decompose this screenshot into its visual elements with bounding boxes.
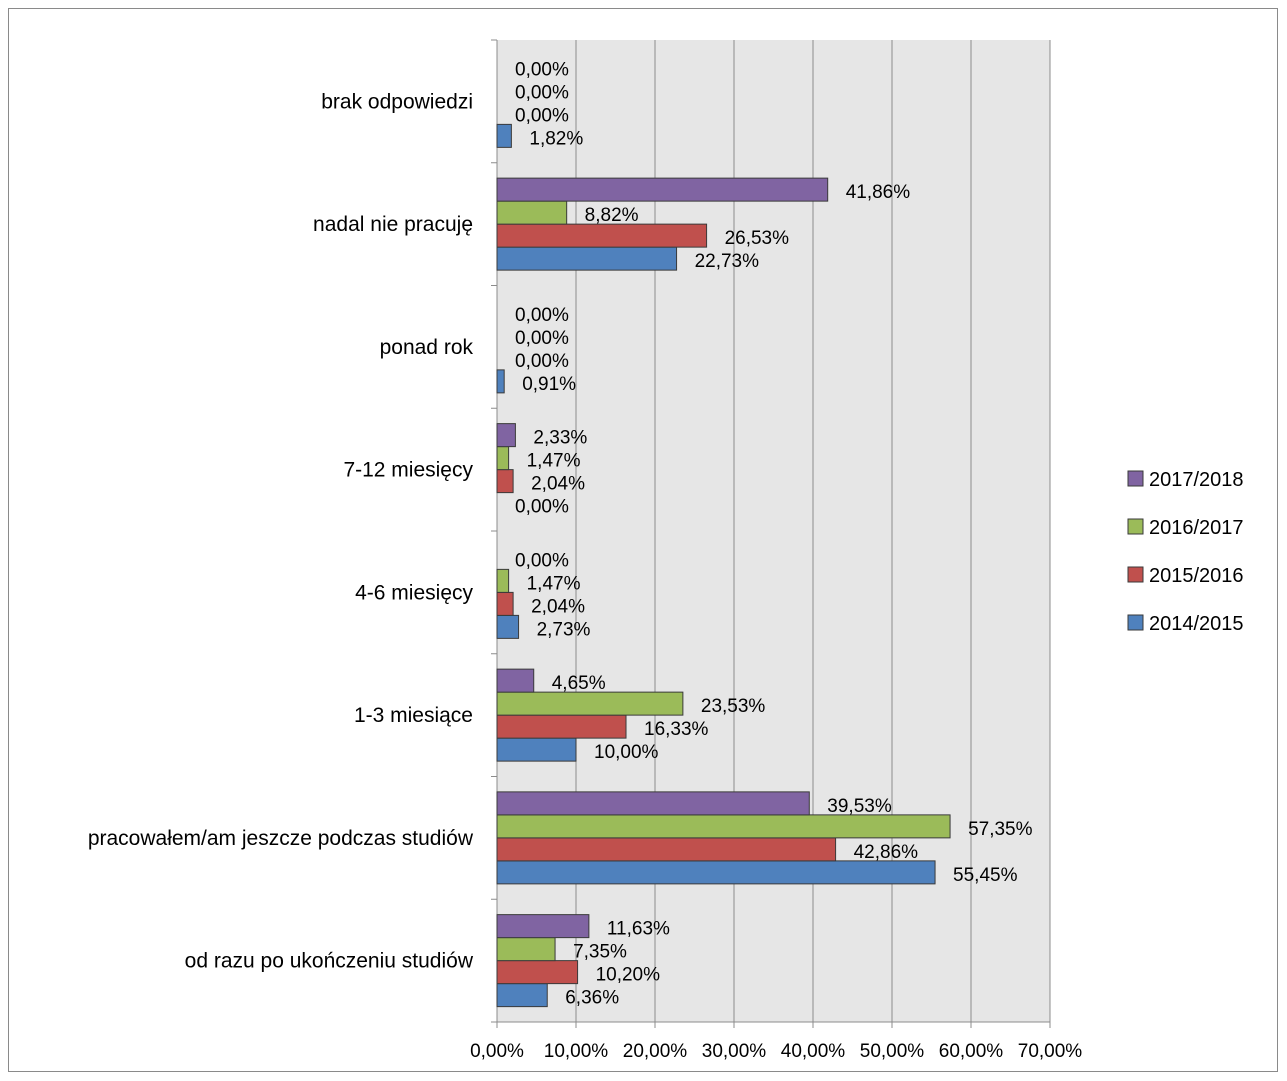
data-label: 7,35%	[573, 942, 627, 963]
data-label: 2,04%	[531, 596, 585, 617]
bar-2017-2018	[496, 791, 810, 816]
category-label: 1-3 miesiące	[354, 704, 473, 727]
data-label: 16,33%	[644, 719, 709, 740]
x-tick-label: 70,00%	[1018, 1041, 1083, 1062]
data-label: 0,00%	[515, 351, 569, 372]
bar-2017-2018	[496, 423, 516, 448]
data-label: 0,00%	[515, 328, 569, 349]
bar-2014-2015	[496, 860, 936, 885]
data-label: 26,53%	[725, 228, 790, 249]
legend-label: 2017/2018	[1149, 469, 1244, 491]
bar-2015-2016	[496, 960, 579, 985]
bar-2015-2016	[496, 714, 627, 739]
bar-2014-2015	[496, 123, 512, 148]
legend-swatch	[1127, 566, 1144, 583]
bar-2016-2017	[496, 814, 951, 839]
x-tick-label: 30,00%	[702, 1041, 767, 1062]
data-label: 0,00%	[515, 305, 569, 326]
bar-2016-2017	[496, 691, 684, 716]
bar-2016-2017	[496, 568, 510, 593]
legend-label: 2015/2016	[1149, 565, 1244, 587]
data-label: 57,35%	[968, 819, 1033, 840]
data-label: 8,82%	[585, 205, 639, 226]
x-tick-label: 20,00%	[623, 1041, 688, 1062]
category-label: ponad rok	[380, 336, 474, 359]
bar-2016-2017	[496, 937, 556, 962]
data-label: 55,45%	[953, 865, 1018, 886]
data-label: 42,86%	[854, 842, 919, 863]
bar-2015-2016	[496, 591, 514, 616]
bar-2015-2016	[496, 223, 708, 248]
data-label: 4,65%	[552, 673, 606, 694]
category-label: 7-12 miesięcy	[343, 459, 473, 482]
data-label: 0,00%	[515, 550, 569, 571]
bar-2017-2018	[496, 668, 535, 693]
data-label: 11,63%	[607, 919, 670, 940]
bar-2016-2017	[496, 446, 510, 471]
data-label: 2,04%	[531, 474, 585, 495]
category-label: brak odpowiedzi	[321, 90, 473, 113]
data-label: 22,73%	[695, 251, 760, 272]
data-label: 23,53%	[701, 696, 766, 717]
bar-2014-2015	[496, 246, 678, 271]
bar-2014-2015	[496, 737, 577, 762]
x-tick-label: 40,00%	[781, 1041, 846, 1062]
bar-2014-2015	[496, 369, 505, 394]
data-label: 0,00%	[515, 82, 569, 103]
data-label: 0,00%	[515, 105, 569, 126]
legend-swatch	[1127, 470, 1144, 487]
bar-2014-2015	[496, 983, 548, 1008]
data-label: 10,00%	[594, 742, 659, 763]
category-label: pracowałem/am jeszcze podczas studiów	[88, 827, 474, 850]
data-label: 10,20%	[596, 965, 661, 986]
legend-swatch	[1127, 614, 1144, 631]
bar-2015-2016	[496, 469, 514, 494]
bar-2016-2017	[496, 200, 568, 225]
bar-2015-2016	[496, 837, 837, 862]
data-label: 41,86%	[846, 182, 911, 203]
category-label: od razu po ukończeniu studiów	[185, 950, 474, 973]
data-label: 1,82%	[529, 128, 583, 149]
bar-2017-2018	[496, 177, 829, 202]
category-label: 4-6 miesięcy	[355, 581, 473, 604]
data-label: 1,47%	[527, 451, 581, 472]
legend-label: 2016/2017	[1149, 517, 1244, 539]
legend-swatch	[1127, 518, 1144, 535]
data-label: 1,47%	[527, 573, 581, 594]
data-label: 0,00%	[515, 497, 569, 518]
x-tick-label: 0,00%	[470, 1041, 524, 1062]
data-label: 0,00%	[515, 59, 569, 80]
data-label: 0,91%	[522, 374, 576, 395]
bar-2017-2018	[496, 914, 590, 939]
x-tick-label: 10,00%	[544, 1041, 609, 1062]
data-label: 2,33%	[533, 428, 587, 449]
data-label: 2,73%	[537, 619, 591, 640]
bar-2014-2015	[496, 614, 520, 639]
category-label: nadal nie pracuję	[313, 213, 473, 236]
x-tick-label: 50,00%	[860, 1041, 925, 1062]
x-tick-label: 60,00%	[939, 1041, 1004, 1062]
data-label: 39,53%	[827, 796, 892, 817]
legend-label: 2014/2015	[1149, 613, 1244, 635]
data-label: 6,36%	[565, 988, 619, 1009]
